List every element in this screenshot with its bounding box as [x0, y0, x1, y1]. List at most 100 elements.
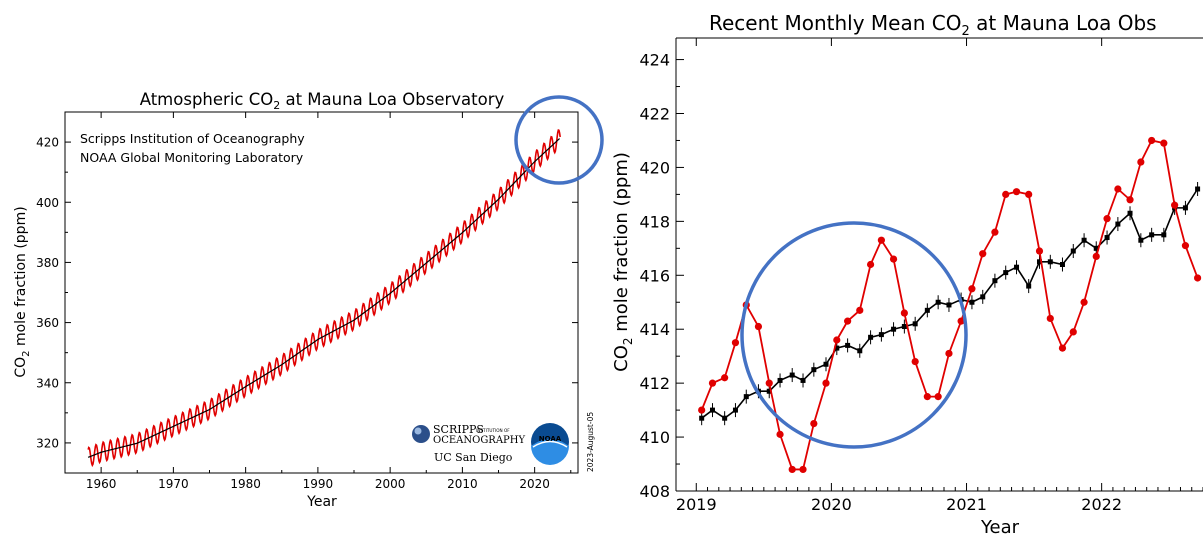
deseasonalized-point — [868, 334, 874, 340]
deseasonalized-point — [777, 377, 783, 383]
noaa-logo-text: NOAA — [539, 435, 562, 443]
monthly-mean-point — [889, 255, 898, 263]
noaa-logo: NOAA — [531, 423, 569, 465]
deseasonalized-point — [834, 345, 840, 351]
date-note: 2023-August-05 — [586, 412, 595, 472]
monthly-mean-point — [1160, 139, 1168, 147]
deseasonalized-point — [1059, 262, 1065, 267]
deseasonalized-point — [1026, 283, 1032, 289]
monthly-mean-point — [934, 393, 942, 401]
deseasonalized-point — [1127, 210, 1133, 216]
deseasonalized-point — [811, 367, 817, 373]
left-series-group — [87, 129, 561, 468]
monthly-mean-point — [1103, 215, 1111, 223]
left-x-tick-label: 2010 — [447, 477, 478, 491]
monthly-mean-point — [1181, 242, 1190, 250]
left-y-tick-label: 320 — [36, 436, 59, 450]
scripps-logo-text-2: OCEANOGRAPHY — [433, 435, 526, 446]
deseasonalized-point — [878, 332, 884, 338]
monthly-mean-point — [957, 317, 965, 325]
recent-data-highlight-circle — [514, 95, 604, 185]
monthly-mean-point — [776, 430, 784, 438]
right-y-tick-label: 420 — [639, 158, 670, 177]
deseasonalized-point — [1195, 186, 1201, 192]
deseasonalized-point — [901, 324, 907, 330]
scripps-annotation: Scripps Institution of Oceanography — [80, 131, 305, 146]
monthly-mean-point — [1058, 344, 1067, 352]
monthly-mean-point — [833, 336, 841, 344]
deseasonalized-point — [1036, 259, 1042, 265]
monthly-mean-point — [1002, 190, 1010, 198]
right-x-tick-label: 2022 — [1081, 495, 1122, 514]
monthly-mean-point — [1080, 298, 1088, 306]
left-axis-ticks: 1960 1970 1980 1990 2000 2010 2020 320 340 360 380… — [36, 111, 578, 491]
deseasonalized-point — [992, 278, 998, 284]
deseasonalized-point — [709, 407, 715, 413]
cycle-highlight-circle — [740, 221, 968, 449]
right-y-tick-label: 414 — [639, 320, 670, 339]
monthly-mean-point — [731, 339, 740, 347]
monthly-mean-point — [866, 260, 875, 269]
right-chart-title: Recent Monthly Mean CO2 at Mauna Loa Obs — [709, 11, 1157, 39]
left-y-axis-label: CO2 mole fraction (ppm) — [13, 206, 32, 377]
deseasonalized-point — [946, 302, 952, 308]
monthly-mean-point — [1035, 247, 1044, 255]
right-y-tick-label: 416 — [639, 266, 670, 285]
monthly-mean-point — [979, 250, 987, 258]
right-y-tick-label: 410 — [639, 428, 670, 447]
noaa-gml-annotation: NOAA Global Monitoring Laboratory — [80, 150, 304, 165]
deseasonalized-point — [1047, 259, 1053, 265]
monthly-mean-point — [1025, 190, 1033, 198]
right-axis-ticks: 2019 2020 2021 2022 408 410 412 414 416 418 420 422… — [639, 38, 1203, 514]
deseasonalized-point — [1003, 270, 1009, 276]
deseasonalized-point — [766, 388, 772, 394]
deseasonalized-point — [743, 394, 749, 400]
monthly-mean-point — [1148, 136, 1156, 145]
deseasonalized-point — [823, 361, 829, 367]
deseasonalized-point — [1149, 232, 1155, 238]
right-y-tick-label: 418 — [639, 212, 670, 231]
left-y-tick-label: 360 — [36, 316, 59, 330]
right-y-axis-label: CO2 mole fraction (ppm) — [611, 152, 635, 372]
left-y-tick-label: 400 — [36, 196, 59, 210]
right-y-tick-label: 412 — [639, 374, 670, 393]
monthly-mean-point — [708, 379, 717, 387]
monthly-mean-point — [788, 465, 796, 474]
deseasonalized-point — [800, 377, 806, 383]
left-x-tick-label: 2000 — [375, 477, 406, 491]
left-y-tick-label: 380 — [36, 256, 59, 270]
monthly-mean-point — [877, 236, 885, 244]
monthly-mean-point — [923, 393, 931, 401]
left-chart-title: Atmospheric CO2 at Mauna Loa Observatory — [140, 90, 505, 112]
deseasonalized-point — [699, 415, 705, 421]
monthly-mean-point — [945, 349, 953, 358]
left-y-tick-label: 340 — [36, 376, 59, 390]
deseasonalized-point — [1115, 221, 1121, 227]
monthly-mean-point — [754, 322, 763, 331]
left-x-tick-label: 1980 — [230, 477, 261, 491]
deseasonalized-point — [1070, 248, 1076, 254]
monthly-mean-point — [900, 309, 908, 317]
keeling-curve-chart: Atmospheric CO2 at Mauna Loa Observatory… — [13, 90, 604, 510]
monthly-mean-point — [1114, 185, 1122, 193]
right-y-tick-label: 408 — [639, 482, 670, 501]
monthly-mean-point — [911, 357, 919, 366]
monthly-mean-point — [721, 374, 729, 382]
scripps-globe-icon — [412, 425, 430, 443]
deseasonalized-point — [924, 307, 930, 313]
right-x-axis-label: Year — [980, 517, 1020, 537]
deseasonalized-point — [845, 342, 851, 348]
deseasonalized-point — [1081, 237, 1087, 243]
left-x-tick-label: 1960 — [86, 477, 117, 491]
monthly-mean-point — [844, 317, 852, 325]
right-x-tick-label: 2020 — [811, 495, 852, 514]
monthly-mean-point — [765, 379, 773, 387]
monthly-mean-point — [991, 228, 999, 236]
monthly-mean-point — [698, 406, 706, 414]
monthly-mean-point — [968, 285, 976, 293]
monthly-mean-point — [1171, 201, 1179, 209]
monthly-mean-line — [87, 129, 561, 468]
monthly-mean-point — [1012, 188, 1021, 196]
monthly-mean-point — [1092, 252, 1100, 261]
deseasonalized-point — [912, 321, 918, 327]
